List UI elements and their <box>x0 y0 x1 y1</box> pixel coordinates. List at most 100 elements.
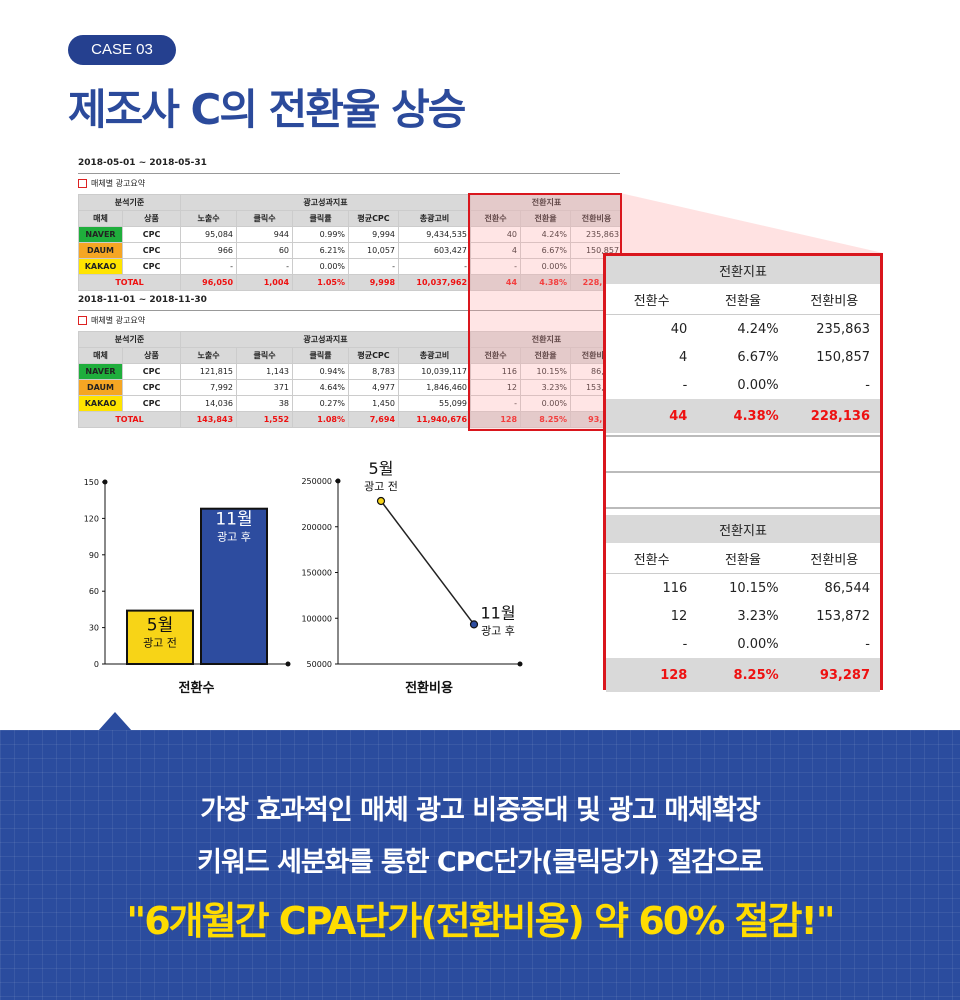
summary-line: 가장 효과적인 매체 광고 비중증대 및 광고 매체확장 <box>200 795 760 826</box>
column-header: 클릭률 <box>292 210 350 227</box>
page-title: 제조사 C의 전환율 상승 <box>68 85 466 134</box>
total-cell: 8.25% <box>520 411 572 428</box>
zoom-column-header: 전환율 <box>697 543 789 574</box>
column-header: 전환비용 <box>570 210 620 227</box>
column-header: 클릭률 <box>292 347 350 364</box>
zoom-cell: 86,544 <box>824 580 871 596</box>
zoom-total-cell: 44 <box>606 399 698 433</box>
point-label: 11월 <box>480 603 515 622</box>
bar-label: 11월 <box>215 510 252 530</box>
section-icon <box>78 179 87 188</box>
banner-notch <box>98 712 132 731</box>
column-header: 클릭수 <box>236 210 294 227</box>
group-header: 분석기준 <box>78 331 182 348</box>
zoom-group: 전환지표 <box>606 256 880 284</box>
total-cell: 1.05% <box>292 274 350 291</box>
report-table: 분석기준 광고성과지표 전환지표 매체 상품 노출수 클릭수 클릭률 평균CPC 총광고비 전환수 전… <box>78 194 620 291</box>
x-axis-label: 전환수 <box>179 680 215 696</box>
summary-banner: 가장 효과적인 매체 광고 비중증대 및 광고 매체확장 키워드 세분화를 통한… <box>0 730 960 1000</box>
total-cell: 1,552 <box>236 411 294 428</box>
total-cell: 4.38% <box>520 274 572 291</box>
zoom-row: 116 10.15% 86,544 <box>606 574 880 603</box>
column-header: 전환수 <box>470 347 522 364</box>
zoom-group-header: 전환지표 <box>606 515 880 543</box>
column-header: 클릭수 <box>236 347 294 364</box>
report: 2018-05-01 ~ 2018-05-31 매체별 광고요약 분석기준 광고성과지… <box>78 155 620 291</box>
zoom-row: - 0.00% - <box>606 371 880 399</box>
y-tick-label: 150000 <box>301 569 332 578</box>
zoom-cell: 0.00% <box>737 377 779 393</box>
data-row: NAVER CPC 95,084 944 0.99% 9,994 9,434,535 40 4.… <box>78 226 620 243</box>
group-row: 분석기준 광고성과지표 전환지표 <box>78 331 620 348</box>
column-header: 총광고비 <box>398 347 472 364</box>
point <box>469 620 479 629</box>
column-header: 매체 <box>78 347 123 364</box>
y-tick-label: 100000 <box>301 614 332 623</box>
section-title: 매체별 광고요약 <box>91 179 146 188</box>
axis-end <box>517 661 523 667</box>
zoom-cell: 235,863 <box>816 321 870 337</box>
zoom-total-cell: 93,287 <box>788 658 880 692</box>
report-period: 2018-11-01 ~ 2018-11-30 <box>78 292 620 311</box>
zoom-cell: 12 <box>670 608 688 624</box>
line <box>380 500 475 625</box>
zoom-panel: 전환지표 전환수 전환율 전환비용 40 4.24% 235,863 4 6.67% 150,85… <box>603 253 883 692</box>
table-cell: DAUM <box>78 242 123 259</box>
report-section: 매체별 광고요약 <box>78 174 620 194</box>
zoom-row: 12 3.23% 153,872 <box>606 602 880 630</box>
zoom-total: 128 8.25% 93,287 <box>606 658 880 692</box>
section-icon <box>78 316 87 325</box>
zoom-row: 4 6.67% 150,857 <box>606 343 880 371</box>
zoom-column-header: 전환비용 <box>788 543 880 574</box>
zoom-columns: 전환수 전환율 전환비용 <box>606 543 880 574</box>
zoom-cell: 0.00% <box>737 636 779 652</box>
case-badge: CASE 03 <box>68 35 176 65</box>
zoom-group: 전환지표 <box>606 515 880 543</box>
table-cell: NAVER <box>78 363 123 380</box>
section-title: 매체별 광고요약 <box>91 316 146 325</box>
zoom-column-header: 전환비용 <box>788 284 880 315</box>
zoom-column-header: 전환수 <box>606 284 698 315</box>
zoom-table: 전환지표 전환수 전환율 전환비용 40 4.24% 235,863 4 6.67% 150,85… <box>606 256 880 433</box>
zoom-cell: 150,857 <box>816 349 870 365</box>
bar-label: 5월 <box>147 616 173 636</box>
zoom-cell: - <box>865 377 870 393</box>
bar <box>200 507 268 665</box>
group-header: 전환지표 <box>470 194 620 211</box>
group-header: 광고성과지표 <box>180 194 472 211</box>
axis-end <box>285 661 291 667</box>
zoom-divider <box>606 435 880 437</box>
x-axis-label: 전환비용 <box>405 680 453 696</box>
zoom-column-header: 전환수 <box>606 543 698 574</box>
total-cell: TOTAL <box>78 274 182 291</box>
zoom-cell: 116 <box>662 580 688 596</box>
bar-note: 광고 전 <box>143 637 177 650</box>
table-cell: DAUM <box>78 379 123 396</box>
zoom-cell: 4 <box>679 349 688 365</box>
bar-note: 광고 후 <box>217 531 251 544</box>
zoom-group-header: 전환지표 <box>606 256 880 284</box>
y-tick-label: 90 <box>89 551 99 560</box>
zoom-divider <box>606 507 880 509</box>
y-tick-label: 150 <box>84 478 99 487</box>
zoom-total-cell: 128 <box>606 658 698 692</box>
zoom-cell: 4.24% <box>737 321 779 337</box>
zoom-cell: - <box>682 636 688 652</box>
zoom-table: 전환지표 전환수 전환율 전환비용 116 10.15% 86,544 12 3.23% 153,… <box>606 515 880 692</box>
column-header: 상품 <box>121 347 182 364</box>
zoom-total-cell: 8.25% <box>697 658 789 692</box>
group-row: 분석기준 광고성과지표 전환지표 <box>78 194 620 211</box>
report-table: 분석기준 광고성과지표 전환지표 매체 상품 노출수 클릭수 클릭률 평균CPC 총광고비 전환수 전… <box>78 331 620 428</box>
y-tick-label: 60 <box>89 587 99 596</box>
y-tick-label: 30 <box>89 624 99 633</box>
column-header: 총광고비 <box>398 210 472 227</box>
table-cell: CPC <box>121 395 182 412</box>
report-section: 매체별 광고요약 <box>78 311 620 331</box>
total-cell: 143,843 <box>180 411 238 428</box>
zoom-total-cell: 228,136 <box>788 399 880 433</box>
zoom-cell: 153,872 <box>816 608 870 624</box>
